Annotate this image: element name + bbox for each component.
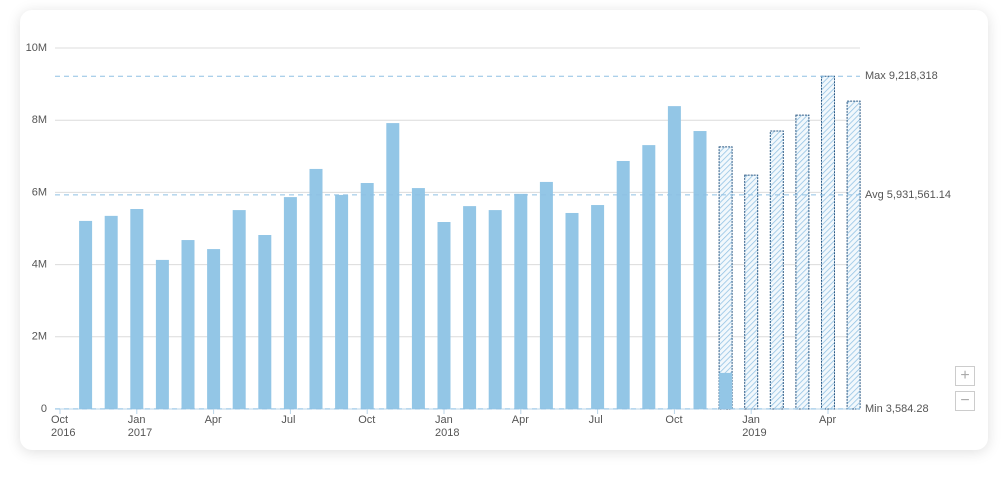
x-tick-label: Oct (358, 414, 376, 426)
forecast-bar (846, 100, 861, 410)
x-tick-label: Apr (819, 414, 837, 426)
bar (360, 183, 374, 409)
reference-label: Min 3,584.28 (865, 403, 929, 415)
x-tick-label: Jul (588, 414, 603, 426)
y-tick-label: 8M (32, 114, 47, 126)
bar (283, 197, 297, 409)
bar (693, 131, 707, 409)
bar (232, 210, 246, 409)
bar (104, 215, 118, 409)
bar (514, 193, 528, 409)
bar (181, 240, 195, 409)
forecast-bar (821, 75, 835, 410)
bar (437, 222, 451, 409)
zoom-in-button[interactable]: + (955, 366, 975, 386)
x-tick-label: Jan 2018 (435, 414, 460, 439)
forecast-bar (769, 130, 784, 410)
x-tick-label: Oct 2016 (51, 414, 76, 439)
bar (79, 220, 93, 409)
x-tick-label: Apr (204, 414, 222, 426)
bar (309, 168, 323, 409)
bar (591, 205, 605, 409)
y-tick-label: 2M (32, 331, 47, 343)
x-tick-label: Jan 2017 (127, 414, 153, 439)
forecast-bar (795, 114, 810, 410)
bar (488, 210, 502, 409)
bar (335, 194, 349, 409)
forecast-bar (744, 174, 759, 410)
bar (130, 209, 144, 409)
bar (616, 160, 630, 409)
bar (258, 234, 272, 409)
bar (565, 212, 579, 409)
y-tick-label: 6M (32, 186, 47, 198)
y-tick-label: 10M (26, 42, 47, 54)
y-tick-label: 0 (41, 403, 47, 415)
reference-label: Avg 5,931,561.14 (865, 189, 951, 201)
bar (155, 259, 169, 409)
forecast-bar (718, 146, 733, 410)
bar (411, 188, 425, 409)
bar (642, 145, 656, 409)
bar (207, 249, 221, 409)
bar (463, 206, 477, 409)
bar (719, 372, 733, 409)
x-tick-label: Jan 2019 (742, 414, 767, 439)
x-tick-label: Apr (511, 414, 529, 426)
bar (539, 181, 553, 409)
bar (386, 123, 400, 409)
x-tick-label: Jul (281, 414, 296, 426)
x-tick-label: Oct (665, 414, 683, 426)
bar (667, 106, 681, 409)
zoom-out-button[interactable]: − (955, 391, 975, 411)
reference-label: Max 9,218,318 (865, 70, 938, 82)
y-tick-label: 4M (32, 259, 47, 271)
